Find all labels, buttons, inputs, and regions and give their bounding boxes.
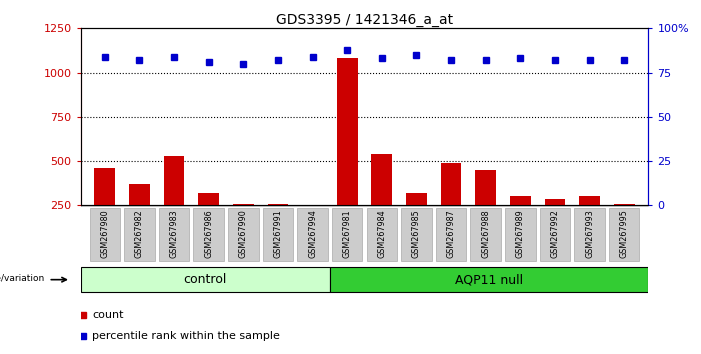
Text: count: count: [92, 310, 123, 320]
Text: genotype/variation: genotype/variation: [0, 274, 44, 283]
Text: control: control: [184, 273, 227, 286]
Bar: [95, 168, 115, 250]
Bar: [129, 184, 150, 250]
FancyBboxPatch shape: [90, 207, 120, 261]
Text: AQP11 null: AQP11 null: [455, 273, 523, 286]
Text: GSM267981: GSM267981: [343, 209, 352, 258]
Text: GSM267995: GSM267995: [620, 209, 629, 258]
Bar: [198, 193, 219, 250]
Text: GSM267992: GSM267992: [550, 209, 559, 258]
FancyBboxPatch shape: [574, 207, 605, 261]
Text: GSM267986: GSM267986: [204, 209, 213, 258]
Text: GSM267980: GSM267980: [100, 209, 109, 258]
Text: GSM267991: GSM267991: [273, 209, 283, 258]
Bar: [372, 154, 393, 250]
Bar: [441, 163, 461, 250]
Bar: [579, 195, 600, 250]
Bar: [164, 156, 184, 250]
Text: GSM267989: GSM267989: [516, 209, 525, 258]
FancyBboxPatch shape: [609, 207, 639, 261]
FancyBboxPatch shape: [263, 207, 293, 261]
Text: GSM267985: GSM267985: [412, 209, 421, 258]
FancyBboxPatch shape: [367, 207, 397, 261]
Bar: [475, 170, 496, 250]
Bar: [545, 199, 565, 250]
Text: GSM267983: GSM267983: [170, 209, 179, 258]
FancyBboxPatch shape: [228, 207, 259, 261]
FancyBboxPatch shape: [540, 207, 570, 261]
Text: GSM267982: GSM267982: [135, 209, 144, 258]
Text: GSM267988: GSM267988: [481, 209, 490, 258]
FancyBboxPatch shape: [193, 207, 224, 261]
Bar: [614, 205, 634, 250]
FancyBboxPatch shape: [505, 207, 536, 261]
FancyBboxPatch shape: [330, 267, 648, 292]
FancyBboxPatch shape: [297, 207, 328, 261]
Text: percentile rank within the sample: percentile rank within the sample: [92, 331, 280, 341]
Title: GDS3395 / 1421346_a_at: GDS3395 / 1421346_a_at: [276, 13, 453, 27]
Text: GSM267984: GSM267984: [377, 209, 386, 258]
Bar: [233, 205, 254, 250]
FancyBboxPatch shape: [81, 267, 330, 292]
Text: GSM267987: GSM267987: [447, 209, 456, 258]
Text: GSM267994: GSM267994: [308, 209, 317, 258]
Text: GSM267990: GSM267990: [239, 209, 248, 258]
FancyBboxPatch shape: [436, 207, 466, 261]
Text: GSM267993: GSM267993: [585, 209, 594, 258]
FancyBboxPatch shape: [332, 207, 362, 261]
FancyBboxPatch shape: [124, 207, 155, 261]
FancyBboxPatch shape: [470, 207, 501, 261]
Bar: [406, 193, 427, 250]
FancyBboxPatch shape: [159, 207, 189, 261]
Bar: [268, 204, 288, 250]
Bar: [510, 196, 531, 250]
FancyBboxPatch shape: [401, 207, 432, 261]
Bar: [302, 205, 323, 250]
Bar: [336, 58, 358, 250]
